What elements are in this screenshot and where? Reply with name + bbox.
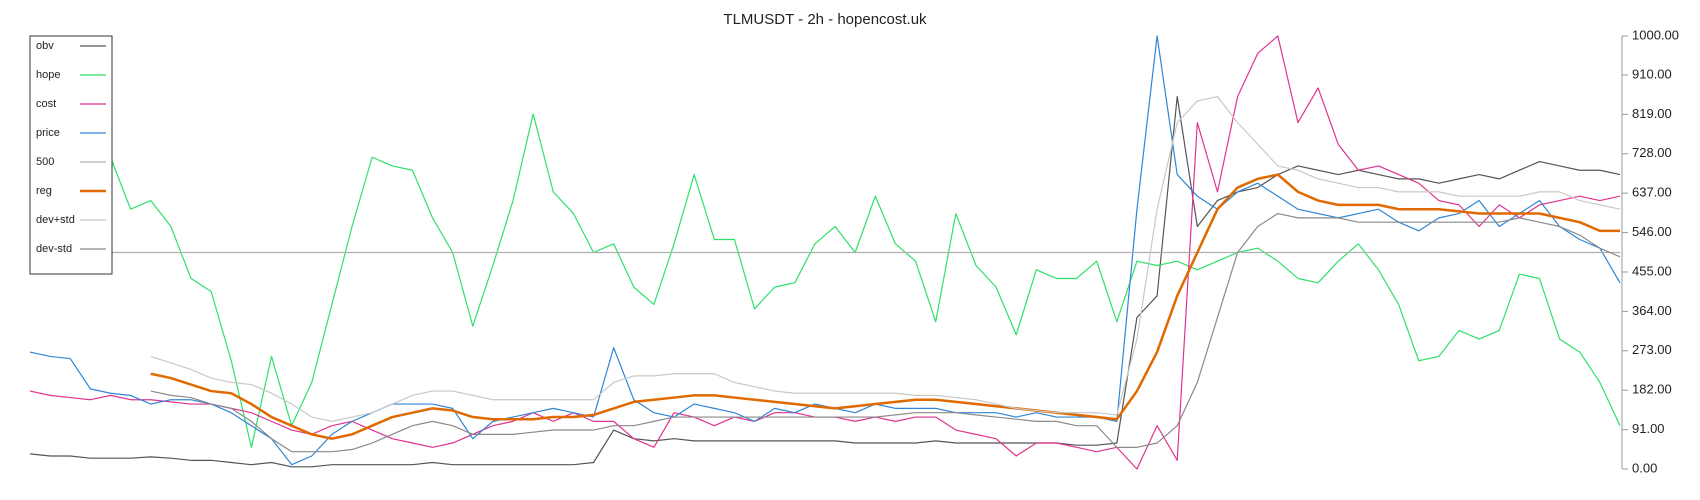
y-tick-label: 182.00 <box>1632 382 1672 397</box>
y-tick-label: 637.00 <box>1632 185 1672 200</box>
line-series <box>150 96 1621 422</box>
line-series <box>29 96 1621 468</box>
legend-label: dev+std <box>36 214 75 226</box>
y-tick-label: 0.00 <box>1632 460 1657 475</box>
legend-label: 500 <box>36 156 54 168</box>
legend-label: price <box>36 127 60 139</box>
legend-label: reg <box>36 185 52 197</box>
chart-title: TLMUSDT - 2h - hopencost.uk <box>723 11 927 28</box>
y-tick-label: 819.00 <box>1632 106 1672 121</box>
y-tick-label: 546.00 <box>1632 224 1672 239</box>
legend-label: obv <box>36 40 54 52</box>
y-tick-label: 455.00 <box>1632 263 1672 278</box>
y-tick-label: 1000.00 <box>1632 27 1679 42</box>
legend-label: hope <box>36 69 60 81</box>
legend-box <box>29 35 113 275</box>
y-tick-label: 910.00 <box>1632 66 1672 81</box>
legend-label: dev-std <box>36 243 72 255</box>
y-tick-label: 273.00 <box>1632 342 1672 357</box>
line-series <box>150 173 1620 440</box>
y-tick-label: 364.00 <box>1632 303 1672 318</box>
line-series <box>150 212 1621 453</box>
y-tick-label: 728.00 <box>1632 145 1672 160</box>
line-series <box>109 113 1621 448</box>
legend: obv hope cost price 500 reg dev+std dev-std <box>29 35 113 275</box>
y-tick-label: 91.00 <box>1632 421 1665 436</box>
legend-label: cost <box>36 98 56 110</box>
